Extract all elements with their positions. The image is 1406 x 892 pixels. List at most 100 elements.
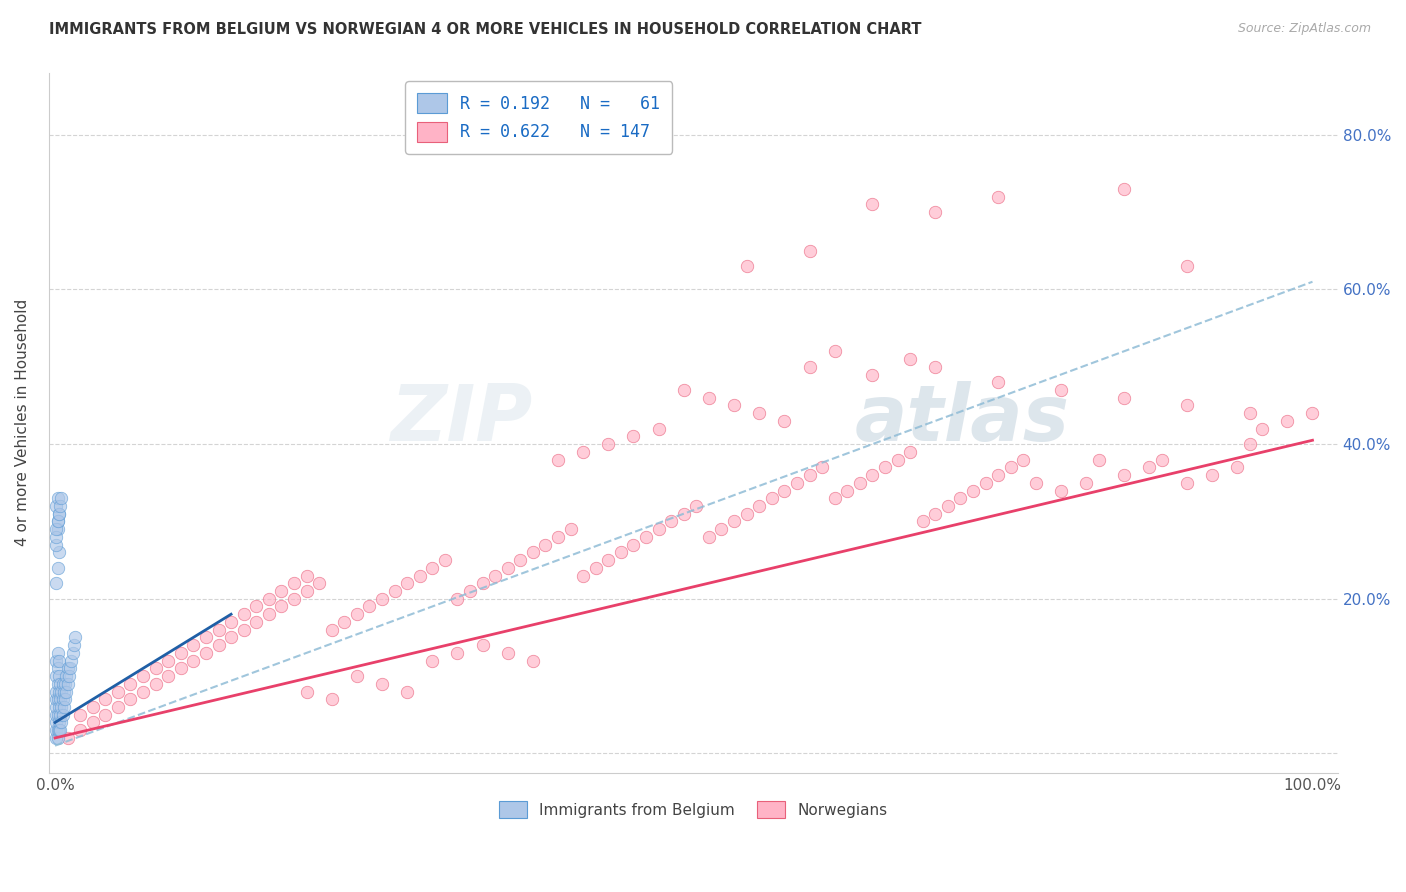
- Point: [860, 197, 883, 211]
- Point: [1112, 391, 1135, 405]
- Point: [987, 376, 1010, 390]
- Point: [471, 576, 494, 591]
- Point: [446, 591, 468, 606]
- Point: [748, 406, 770, 420]
- Point: [598, 553, 620, 567]
- Point: [46, 723, 69, 738]
- Point: [1025, 475, 1047, 490]
- Point: [1150, 452, 1173, 467]
- Point: [420, 654, 443, 668]
- Point: [773, 414, 796, 428]
- Point: [49, 499, 72, 513]
- Point: [46, 646, 69, 660]
- Point: [1201, 468, 1223, 483]
- Point: [69, 707, 91, 722]
- Point: [245, 615, 267, 629]
- Point: [610, 545, 633, 559]
- Text: atlas: atlas: [855, 382, 1070, 458]
- Point: [837, 483, 859, 498]
- Point: [572, 568, 595, 582]
- Point: [49, 677, 72, 691]
- Point: [396, 576, 419, 591]
- Point: [522, 654, 544, 668]
- Point: [685, 499, 707, 513]
- Point: [496, 646, 519, 660]
- Point: [145, 661, 167, 675]
- Point: [46, 731, 69, 745]
- Point: [257, 607, 280, 622]
- Point: [886, 452, 908, 467]
- Point: [384, 584, 406, 599]
- Point: [219, 615, 242, 629]
- Point: [799, 359, 821, 374]
- Point: [295, 684, 318, 698]
- Point: [409, 568, 432, 582]
- Point: [245, 599, 267, 614]
- Point: [496, 561, 519, 575]
- Point: [371, 677, 394, 691]
- Point: [45, 692, 67, 706]
- Point: [672, 507, 695, 521]
- Point: [1050, 383, 1073, 397]
- Point: [257, 591, 280, 606]
- Point: [585, 561, 607, 575]
- Point: [48, 700, 70, 714]
- Point: [157, 669, 180, 683]
- Point: [710, 522, 733, 536]
- Point: [48, 715, 70, 730]
- Point: [132, 669, 155, 683]
- Point: [723, 515, 745, 529]
- Point: [295, 568, 318, 582]
- Point: [1137, 460, 1160, 475]
- Point: [53, 692, 76, 706]
- Point: [52, 707, 75, 722]
- Point: [735, 507, 758, 521]
- Point: [295, 584, 318, 599]
- Point: [1112, 468, 1135, 483]
- Point: [63, 638, 86, 652]
- Point: [1076, 475, 1098, 490]
- Point: [1012, 452, 1035, 467]
- Point: [48, 723, 70, 738]
- Point: [761, 491, 783, 506]
- Point: [157, 654, 180, 668]
- Point: [873, 460, 896, 475]
- Point: [60, 654, 83, 668]
- Point: [63, 631, 86, 645]
- Point: [1239, 406, 1261, 420]
- Point: [45, 530, 67, 544]
- Point: [359, 599, 381, 614]
- Point: [773, 483, 796, 498]
- Point: [647, 522, 669, 536]
- Point: [52, 700, 75, 714]
- Point: [1175, 399, 1198, 413]
- Point: [849, 475, 872, 490]
- Point: [346, 669, 368, 683]
- Point: [120, 677, 142, 691]
- Point: [49, 692, 72, 706]
- Point: [183, 638, 205, 652]
- Point: [697, 391, 720, 405]
- Point: [547, 530, 569, 544]
- Point: [270, 599, 292, 614]
- Point: [949, 491, 972, 506]
- Point: [371, 591, 394, 606]
- Point: [56, 661, 79, 675]
- Point: [46, 561, 69, 575]
- Point: [49, 707, 72, 722]
- Point: [333, 615, 356, 629]
- Point: [1239, 437, 1261, 451]
- Point: [46, 677, 69, 691]
- Point: [1000, 460, 1022, 475]
- Point: [194, 631, 217, 645]
- Point: [799, 244, 821, 258]
- Point: [45, 522, 67, 536]
- Point: [69, 723, 91, 738]
- Point: [786, 475, 808, 490]
- Point: [987, 190, 1010, 204]
- Point: [207, 623, 229, 637]
- Point: [55, 684, 77, 698]
- Point: [51, 715, 73, 730]
- Point: [62, 646, 84, 660]
- Text: Source: ZipAtlas.com: Source: ZipAtlas.com: [1237, 22, 1371, 36]
